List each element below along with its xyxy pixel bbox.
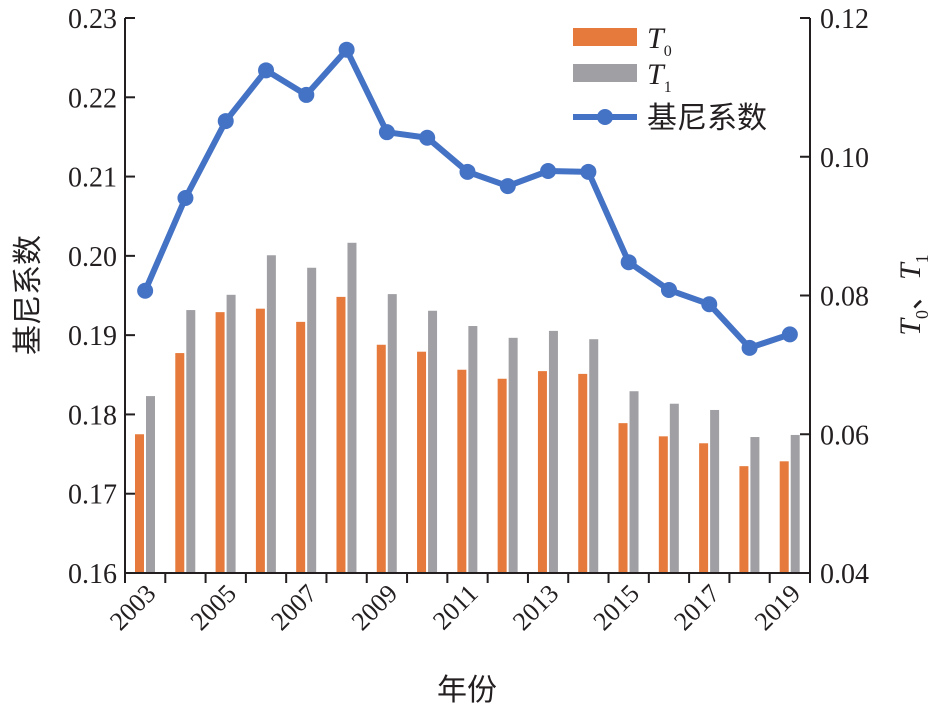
- y-axis-left-label: 基尼系数: [12, 235, 45, 355]
- gini-point-2012: [499, 178, 516, 195]
- legend-swatch-t1: [573, 64, 637, 82]
- bar-t0-2016: [658, 436, 668, 573]
- bar-t0-2008: [336, 296, 346, 573]
- x-tick-label: 2005: [185, 579, 242, 636]
- bar-t0-2014: [578, 373, 588, 573]
- x-tick-label: 2011: [427, 579, 484, 636]
- gini-point-2013: [540, 163, 557, 180]
- y-left-tick-label: 0.20: [68, 242, 117, 273]
- y-right-tick-label: 0.08: [820, 282, 869, 313]
- gini-point-2018: [741, 339, 758, 356]
- legend-label-gini: 基尼系数: [647, 102, 767, 135]
- bar-t0-2003: [135, 434, 144, 573]
- bar-t0-2007: [296, 321, 306, 573]
- bar-t0-2019: [779, 461, 789, 573]
- bar-t1-2018: [750, 437, 760, 573]
- x-tick-label: 2007: [265, 579, 322, 636]
- legend-marker-gini: [597, 109, 613, 125]
- gini-point-2004: [177, 189, 194, 206]
- gini-point-2010: [419, 129, 436, 146]
- gini-point-2019: [781, 326, 798, 343]
- bar-t0-2004: [175, 353, 185, 573]
- gini-point-2015: [620, 254, 637, 271]
- y-left-tick-label: 0.16: [68, 559, 117, 590]
- gini-point-2014: [580, 163, 597, 180]
- bar-t0-2009: [376, 344, 386, 573]
- legend-swatch-t0: [573, 28, 637, 46]
- bar-t0-2010: [417, 351, 427, 573]
- bar-t1-2006: [266, 255, 276, 573]
- y-right-tick-label: 0.12: [820, 4, 869, 35]
- legend-label-t1: T1: [647, 58, 672, 96]
- bar-t1-2003: [146, 396, 155, 573]
- legend: T0 T1 基尼系数: [573, 22, 767, 135]
- bar-t0-2006: [255, 308, 265, 573]
- x-tick-label: 2009: [346, 579, 403, 636]
- x-tick-label: 2017: [668, 579, 725, 636]
- bar-t1-2005: [226, 294, 236, 573]
- bar-t1-2019: [790, 434, 800, 573]
- y-left-tick-label: 0.18: [68, 400, 117, 431]
- x-tick-label: 2019: [749, 579, 806, 636]
- gini-point-2007: [298, 86, 315, 103]
- bar-t1-2004: [186, 310, 196, 573]
- bar-t1-2017: [710, 409, 720, 573]
- x-axis-label: 年份: [437, 674, 497, 707]
- legend-label-t0: T0: [647, 22, 672, 60]
- bar-t1-2007: [307, 267, 317, 573]
- bar-t1-2015: [629, 391, 639, 573]
- bars-layer: [135, 242, 800, 573]
- bar-t1-2013: [548, 330, 558, 573]
- gini-point-2009: [378, 124, 395, 141]
- y-left-tick-label: 0.23: [68, 4, 117, 35]
- y-left-tick-label: 0.21: [68, 163, 117, 194]
- bar-t0-2018: [739, 466, 749, 573]
- y-axis-right-label: T0、T1: [894, 254, 932, 335]
- gini-point-2003: [137, 282, 154, 299]
- bar-t0-2012: [497, 378, 507, 573]
- y-left-tick-label: 0.19: [68, 321, 117, 352]
- gini-point-2017: [701, 296, 718, 313]
- bar-t0-2005: [215, 312, 225, 573]
- line-layer: [137, 41, 798, 356]
- bar-t0-2015: [618, 423, 628, 573]
- gini-point-2006: [258, 62, 275, 79]
- bar-t0-2011: [457, 369, 467, 573]
- y-right-tick-label: 0.06: [820, 420, 869, 451]
- bar-t1-2016: [669, 403, 679, 573]
- y-left-tick-label: 0.17: [68, 480, 117, 511]
- bar-t1-2008: [347, 242, 357, 573]
- gini-line: [142, 46, 791, 351]
- bar-t1-2012: [508, 337, 518, 573]
- y-right-tick-label: 0.10: [820, 143, 869, 174]
- y-left-tick-label: 0.22: [68, 83, 117, 114]
- bar-t1-2011: [468, 326, 478, 573]
- gini-point-2016: [660, 281, 677, 298]
- bar-t1-2014: [589, 339, 599, 573]
- y-right-tick-label: 0.04: [820, 559, 869, 590]
- gini-point-2005: [217, 113, 234, 130]
- bar-t1-2009: [387, 294, 397, 573]
- x-tick-label: 2015: [588, 579, 645, 636]
- x-tick-label: 2013: [507, 579, 564, 636]
- bar-t0-2017: [699, 443, 709, 573]
- bar-t0-2013: [537, 371, 547, 573]
- bar-t1-2010: [428, 310, 438, 573]
- gini-point-2011: [459, 163, 476, 180]
- gini-point-2008: [338, 41, 355, 58]
